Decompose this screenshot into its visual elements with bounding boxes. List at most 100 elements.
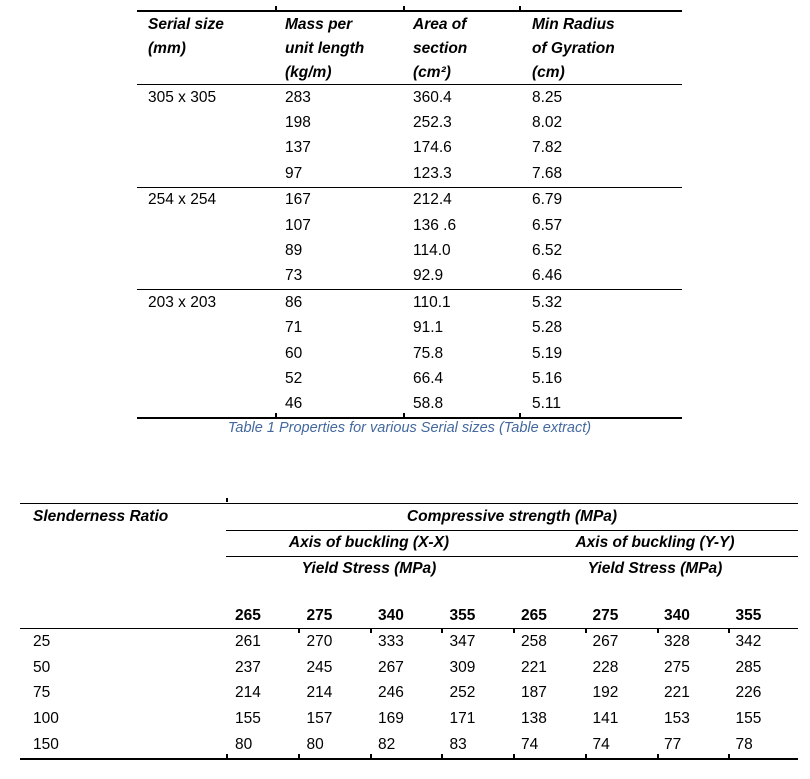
strength-value-cell: 155 <box>235 710 261 728</box>
slenderness-ratio-cell: 25 <box>33 632 51 650</box>
table-row: 73 92.9 6.46 <box>137 264 682 289</box>
table-row: 75 214 214 246 252 187 192 221 226 <box>20 681 798 707</box>
strength-value-cell: 153 <box>664 710 690 728</box>
strength-value-cell: 157 <box>306 710 333 728</box>
border-tick <box>728 629 730 633</box>
strength-value-cell: 285 <box>735 658 762 676</box>
strength-value-cell: 258 <box>521 632 547 650</box>
header-line: (cm) <box>532 63 565 81</box>
header-line: unit length <box>285 39 365 57</box>
border-tick <box>226 753 228 758</box>
value-cell: 86 <box>285 293 303 311</box>
value-cell: 6.46 <box>532 267 563 285</box>
border-tick <box>370 753 372 758</box>
border-tick <box>513 753 515 758</box>
strength-value-cell: 214 <box>306 684 333 702</box>
strength-value-cell: 80 <box>306 736 324 754</box>
value-cell: 91.1 <box>413 319 444 337</box>
border-tick <box>585 629 587 633</box>
value-cell: 5.32 <box>532 293 563 311</box>
border-tick <box>298 629 300 633</box>
strength-value-cell: 74 <box>592 736 610 754</box>
table1-body: 305 x 305 283 360.4 8.25 198 252.3 8.02 137 174.… <box>137 85 682 417</box>
strength-value-cell: 192 <box>592 684 619 702</box>
yield-value-cell: 340 <box>664 606 690 624</box>
value-cell: 8.02 <box>532 114 563 132</box>
border-tick <box>298 753 300 758</box>
strength-value-cell: 221 <box>664 684 690 702</box>
slenderness-ratio-cell: 100 <box>33 710 59 728</box>
value-cell: 6.79 <box>532 191 563 209</box>
strength-value-cell: 267 <box>592 632 619 650</box>
value-cell: 97 <box>285 164 303 182</box>
value-cell: 5.16 <box>532 369 563 387</box>
strength-value-cell: 77 <box>664 736 682 754</box>
yield-values-row: 265 275 340 355 265 275 340 355 <box>20 603 798 629</box>
header-line: Min Radius <box>532 16 615 33</box>
border-tick <box>275 6 277 10</box>
table-row: 198 252.3 8.02 <box>137 110 682 135</box>
value-cell: 8.25 <box>532 88 563 106</box>
strength-value-cell: 155 <box>735 710 762 728</box>
value-cell: 360.4 <box>413 88 452 106</box>
value-cell: 167 <box>285 191 311 209</box>
header-line: Serial size <box>148 16 224 33</box>
border-tick <box>403 6 405 10</box>
border-tick <box>370 629 372 633</box>
border-tick <box>441 753 443 758</box>
spacer-cell <box>20 557 226 582</box>
serial-size-cell: 203 x 203 <box>148 293 217 311</box>
yield-stress-header-yy: Yield Stress (MPa) <box>587 560 723 577</box>
value-cell: 7.82 <box>532 139 563 157</box>
table-row: 25 261 270 333 347 258 267 328 342 <box>20 629 798 655</box>
strength-value-cell: 270 <box>306 632 333 650</box>
header-line: Area of <box>413 16 467 33</box>
header-line: of Gyration <box>532 39 615 57</box>
value-cell: 174.6 <box>413 139 452 157</box>
value-cell: 58.8 <box>413 395 444 413</box>
border-tick <box>728 753 730 758</box>
table1-caption: Table 1 Properties for various Serial si… <box>227 420 592 436</box>
strength-value-cell: 138 <box>521 710 547 728</box>
serial-size-group: 254 x 254 167 212.4 6.79 107 136 .6 6.57 89 114.… <box>137 188 682 291</box>
yield-value-cell: 265 <box>235 606 261 624</box>
strength-value-cell: 187 <box>521 684 547 702</box>
table-row: 89 114.0 6.52 <box>137 238 682 263</box>
header-line: section <box>413 39 468 57</box>
serial-size-cell: 254 x 254 <box>148 191 217 209</box>
border-tick <box>519 413 521 418</box>
header-line: Mass per <box>285 16 353 33</box>
value-cell: 5.11 <box>532 395 562 413</box>
table-row: 254 x 254 167 212.4 6.79 <box>137 188 682 213</box>
value-cell: 73 <box>285 267 303 285</box>
strength-value-cell: 252 <box>449 684 476 702</box>
strength-value-cell: 80 <box>235 736 253 754</box>
value-cell: 66.4 <box>413 369 444 387</box>
compressive-strength-table: Slenderness Ratio Compressive strength (… <box>20 498 798 760</box>
table1-header-cell: Min Radius of Gyration (cm) <box>519 13 682 84</box>
table1-header-cell: Mass per unit length (kg/m) <box>275 13 403 84</box>
header-gap <box>20 582 798 603</box>
yield-value-cell: 275 <box>306 606 333 624</box>
strength-value-cell: 141 <box>592 710 619 728</box>
strength-value-cell: 246 <box>378 684 404 702</box>
strength-value-cell: 237 <box>235 658 261 676</box>
table-row: 71 91.1 5.28 <box>137 316 682 341</box>
table-row: 203 x 203 86 110.1 5.32 <box>137 290 682 315</box>
border-tick <box>657 753 659 758</box>
table2-header-row-1: Slenderness Ratio Compressive strength (… <box>20 504 798 531</box>
border-tick <box>519 6 521 10</box>
value-cell: 114.0 <box>413 242 451 260</box>
header-line: (mm) <box>148 39 186 57</box>
strength-value-cell: 333 <box>378 632 404 650</box>
axis-xx-header: Axis of buckling (X-X) <box>288 534 450 551</box>
table1-header-cell: Area of section (cm²) <box>403 13 519 84</box>
strength-value-cell: 214 <box>235 684 261 702</box>
slenderness-ratio-cell: 75 <box>33 684 51 702</box>
value-cell: 89 <box>285 242 303 260</box>
border-tick <box>275 413 277 418</box>
serial-size-group: 203 x 203 86 110.1 5.32 71 91.1 5.28 60 75.8 5.19… <box>137 290 682 417</box>
table-row: 52 66.4 5.16 <box>137 366 682 391</box>
slenderness-ratio-header: Slenderness Ratio <box>33 508 169 525</box>
